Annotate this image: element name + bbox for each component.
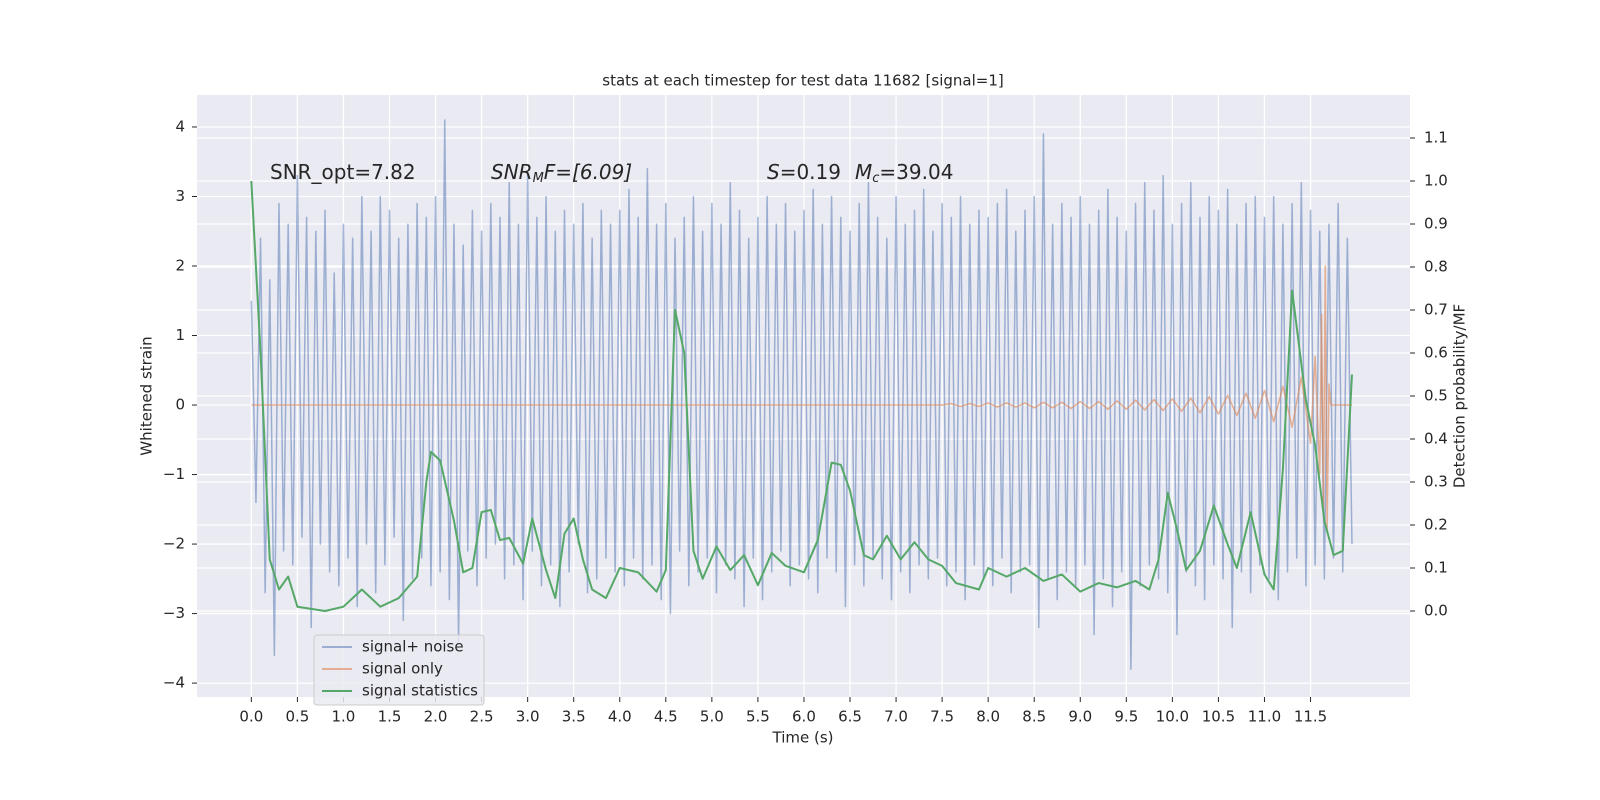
x-tick-label: 11.0 [1248,708,1281,726]
x-tick-label: 9.0 [1068,708,1092,726]
y2-tick-label: 0.2 [1424,516,1448,534]
series-line [251,265,1352,531]
annotation-text: S [767,160,780,184]
x-tick-label: 6.5 [838,708,862,726]
x-tick-label: 5.0 [700,708,724,726]
x-tick-label: 0.0 [239,708,263,726]
x-tick-label: 10.0 [1156,708,1189,726]
x-tick-label: 8.5 [1022,708,1046,726]
x-tick-label: 7.0 [884,708,908,726]
annotation-text: =39.04 [879,160,953,184]
y-tick-label: 0 [175,396,185,414]
annotation: S=0.19 Mc=39.04 [767,160,953,186]
chart-title: stats at each timestep for test data 116… [602,72,1003,90]
annotation-text: M [855,160,872,184]
y2-tick-label: 1.0 [1424,172,1448,190]
annotation: SNRMF=[6.09] [491,160,632,186]
annotation-text: SNR [491,160,533,184]
x-tick-label: 10.5 [1202,708,1235,726]
y-tick-label: −1 [163,465,185,483]
annotation-text: F=[6.09] [544,160,632,184]
annotation: SNR_opt=7.82 [270,160,416,184]
y-tick-label: 1 [175,326,185,344]
y2-tick-label: 0.0 [1424,602,1448,620]
x-tick-label: 9.5 [1114,708,1138,726]
y2-tick-label: 0.1 [1424,559,1448,577]
x-axis-label: Time (s) [772,729,834,747]
legend-label: signal+ noise [362,638,464,656]
x-tick-label: 3.0 [516,708,540,726]
y-axis-label: Whitened strain [138,336,156,455]
y-tick-label: −4 [163,674,185,692]
axes: 0.0 0.5 1.0 1.5 2.0 2.5 3.0 3.5 4.0 4.5 5.0 5.5 6.0 6… [163,117,1448,725]
y2-tick-label: 0.9 [1424,215,1448,233]
x-tick-label: 0.5 [285,708,309,726]
lines [250,119,1353,670]
x-tick-label: 11.5 [1294,708,1327,726]
y2-tick-label: 1.1 [1424,129,1448,147]
x-tick-label: 1.5 [378,708,402,726]
y2-tick-label: 0.7 [1424,301,1448,319]
x-tick-label: 7.5 [930,708,954,726]
y2-tick-label: 0.4 [1424,430,1448,448]
y2-axis-label: Detection probability/MF [1451,304,1469,488]
legend-label: signal only [362,660,443,678]
x-tick-label: 4.5 [654,708,678,726]
series-line [250,119,1353,670]
y2-tick-label: 0.8 [1424,258,1448,276]
y2-tick-label: 0.3 [1424,473,1448,491]
legend: signal+ noise signal only signal statistic… [313,634,485,706]
y-tick-label: −3 [163,604,185,622]
x-tick-label: 2.0 [424,708,448,726]
annotation-subscript: c [872,171,879,186]
annotation-text: SNR_opt=7.82 [270,160,416,184]
x-tick-label: 4.0 [608,708,632,726]
x-tick-label: 8.0 [976,708,1000,726]
x-tick-label: 1.0 [332,708,356,726]
y2-tick-label: 0.6 [1424,344,1448,362]
annotation-text: =0.19 [780,160,841,184]
y2-tick-label: 0.5 [1424,387,1448,405]
y-tick-label: 3 [175,187,185,205]
y-tick-label: −2 [163,535,185,553]
series-line [250,180,1353,612]
legend-label: signal statistics [362,682,478,700]
legend-box [313,634,485,706]
annotation-subscript: M [533,171,544,186]
y-tick-label: 4 [175,117,185,135]
x-tick-label: 6.0 [792,708,816,726]
x-tick-label: 5.5 [746,708,770,726]
x-tick-label: 2.5 [470,708,494,726]
x-tick-label: 3.5 [562,708,586,726]
y-tick-label: 2 [175,257,185,275]
